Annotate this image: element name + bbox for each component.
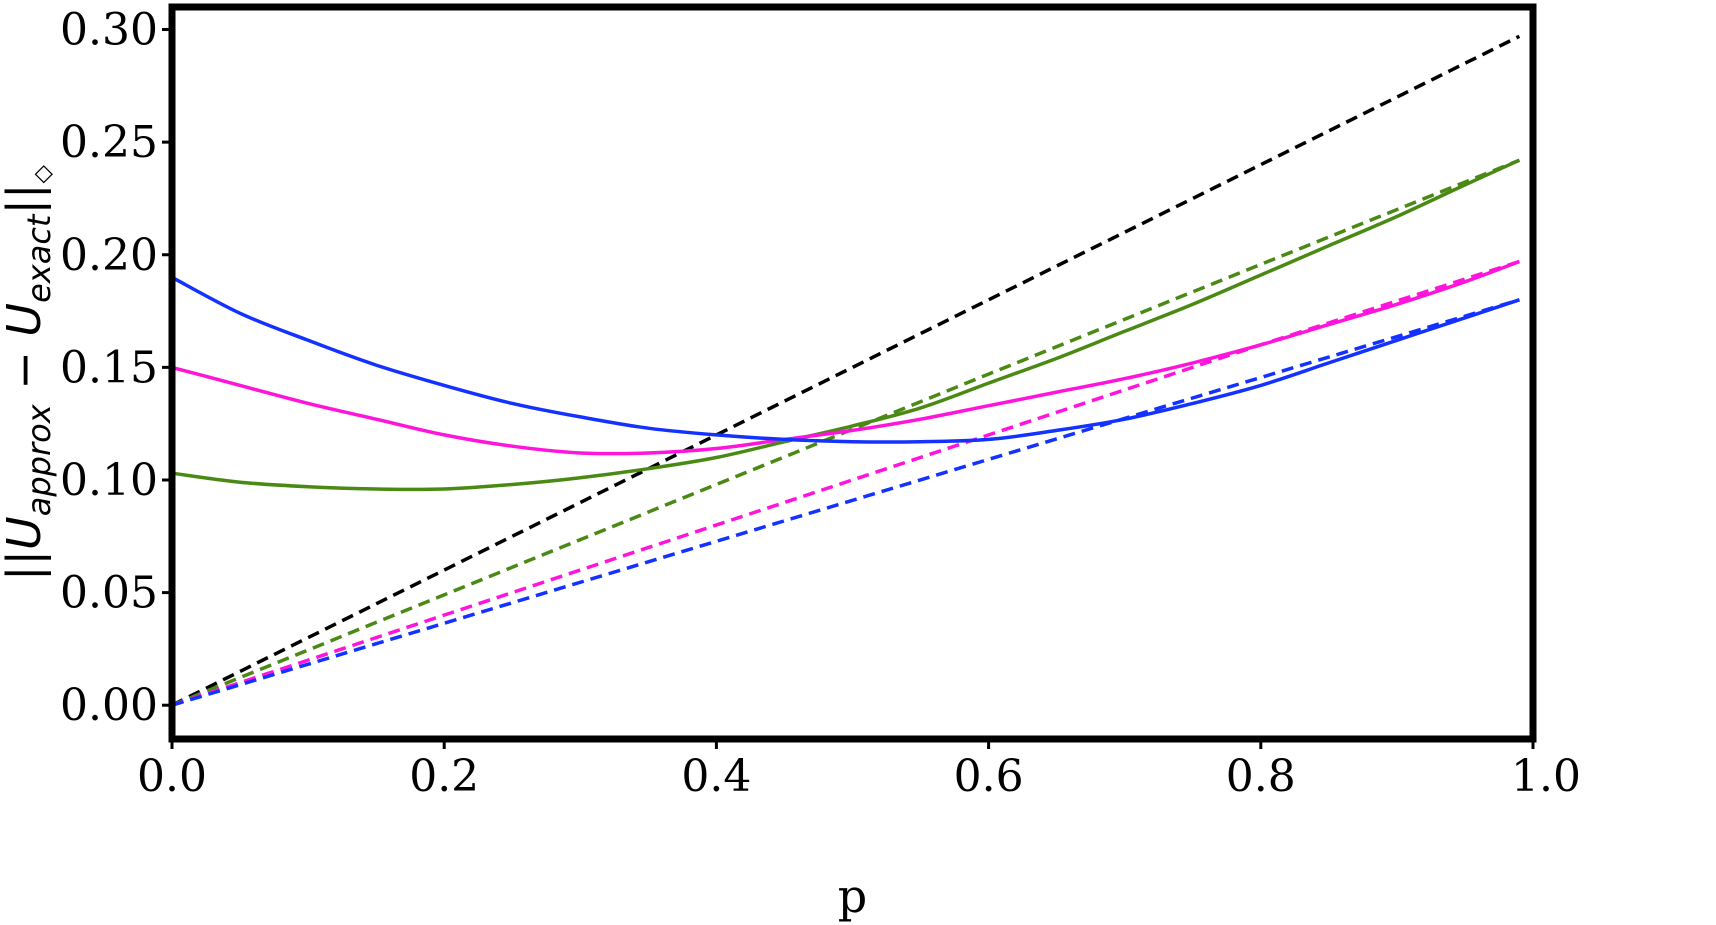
y-tick-label: 0.30: [60, 5, 158, 56]
series-black-dashed: [171, 34, 1521, 707]
x-tick-label: 0.2: [409, 751, 479, 802]
y-tick-label: 0.25: [60, 117, 158, 168]
x-tick-label: 1.0: [1511, 751, 1581, 802]
series-green-solid: [171, 158, 1521, 492]
x-tick-label: 0.4: [681, 751, 751, 802]
y-tick-label: 0.05: [60, 568, 158, 619]
y-axis-label-norm-sub: ◇: [28, 165, 56, 184]
x-tick-label: 0.8: [1226, 751, 1296, 802]
y-axis-label-suffix: ||: [0, 184, 52, 215]
y-axis-label: ||Uapprox − Uexact||◇: [0, 165, 58, 581]
y-tick-label: 0.20: [60, 230, 158, 281]
y-tick-label: 0.10: [60, 455, 158, 506]
y-tick-label: 0.00: [60, 680, 158, 731]
series-blue-dashed: [171, 298, 1520, 707]
series-blue-solid: [171, 275, 1520, 444]
x-tick-label: 0.6: [954, 751, 1024, 802]
series-green-dashed: [171, 158, 1521, 707]
y-axis-label-u1: U: [0, 516, 51, 550]
series-magenta-solid: [171, 259, 1521, 456]
x-axis-label: p: [838, 869, 867, 923]
x-tick-label: 0.0: [137, 751, 207, 802]
series-layer: [171, 34, 1521, 707]
y-axis-label-minus: −: [0, 337, 51, 405]
y-axis-label-sub2: exact: [20, 213, 58, 303]
y-axis-label-u2: U: [0, 303, 51, 337]
plot-frame: [168, 3, 1537, 743]
y-axis-label-sub1: approx: [20, 403, 58, 516]
ticks-layer: 0.0 0.2 0.4 0.6 0.8 1.0 0.00 0.05 0.10 0.15 0.20 0.…: [60, 5, 1581, 802]
y-axis-label-prefix: ||: [0, 550, 52, 581]
y-tick-label: 0.15: [60, 342, 158, 393]
